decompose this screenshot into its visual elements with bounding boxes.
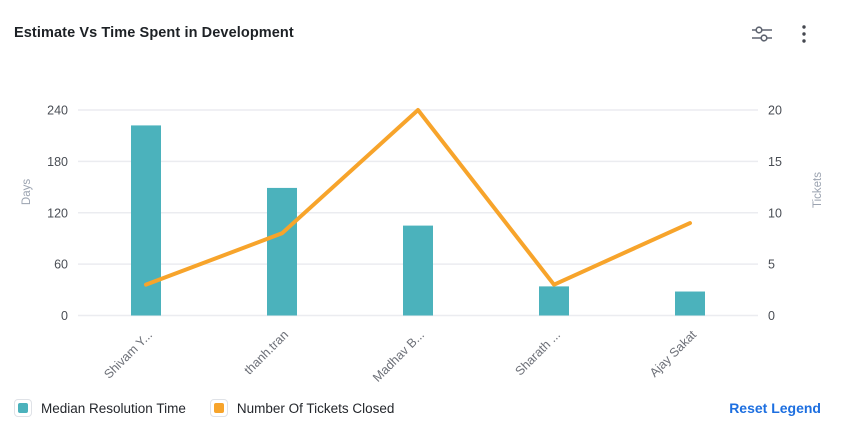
right-axis-tick-label: 20 <box>768 104 782 118</box>
left-axis-tick-label: 240 <box>47 104 68 118</box>
right-axis-tick-label: 10 <box>768 206 782 220</box>
legend-item-number-of-tickets-closed[interactable]: Number Of Tickets Closed <box>209 399 395 417</box>
x-axis-category-label: thanh.tran <box>241 328 291 378</box>
line-series <box>144 108 692 287</box>
legend-item-median-resolution-time[interactable]: Median Resolution Time <box>14 399 186 417</box>
bar-thanh.tran <box>267 187 297 316</box>
legend-swatch-teal <box>14 399 32 417</box>
x-axis-category-label: Ajay Sakat <box>647 327 700 380</box>
reset-legend-link[interactable]: Reset Legend <box>729 400 821 416</box>
bar-Ajay Sakat <box>675 291 705 316</box>
left-axis-tick-label: 180 <box>47 155 68 169</box>
x-axis-category-label: Sharath ... <box>512 328 563 379</box>
legend-label: Number Of Tickets Closed <box>236 400 395 416</box>
more-menu-icon[interactable] <box>791 22 817 46</box>
header-actions <box>749 22 817 46</box>
bar-Sharath ... <box>539 286 569 316</box>
legend-swatch-orange <box>209 399 228 417</box>
settings-sliders-icon[interactable] <box>749 22 775 46</box>
x-axis-labels: Shivam Y... thanh.tran Madhav B... Sharath … <box>101 327 699 384</box>
right-axis-tick-label: 5 <box>768 258 775 272</box>
chart-title: Estimate Vs Time Spent in Development <box>14 25 294 41</box>
combo-chart-svg: 0 60 120 180 240 Days 0 5 10 15 20 Tickets Shivam Y.… <box>21 104 824 385</box>
right-axis-title: Tickets <box>812 172 824 208</box>
x-axis-category-label: Madhav B... <box>370 328 427 385</box>
left-axis-tick-label: 0 <box>61 309 68 323</box>
chart-legend: Median Resolution Time Number Of Tickets… <box>14 396 821 420</box>
left-axis-title: Days <box>21 179 33 205</box>
left-axis-tick-label: 60 <box>54 258 68 272</box>
y-axis-left: 0 60 120 180 240 Days <box>21 104 68 324</box>
legend-label: Median Resolution Time <box>41 400 186 416</box>
bar-Madhav B... <box>403 225 433 316</box>
right-axis-tick-label: 15 <box>768 155 782 169</box>
tickets-closed-line <box>144 108 692 287</box>
left-axis-tick-label: 120 <box>47 206 68 220</box>
bar-series <box>131 125 705 316</box>
y-axis-right: 0 5 10 15 20 Tickets <box>768 104 824 324</box>
chart-header: Estimate Vs Time Spent in Development <box>0 0 841 52</box>
right-axis-tick-label: 0 <box>768 309 775 323</box>
x-axis-category-label: Shivam Y... <box>101 328 155 382</box>
chart-plot-area: 0 60 120 180 240 Days 0 5 10 15 20 Tickets Shivam Y.… <box>0 56 841 390</box>
bar-Shivam Y... <box>131 125 161 316</box>
